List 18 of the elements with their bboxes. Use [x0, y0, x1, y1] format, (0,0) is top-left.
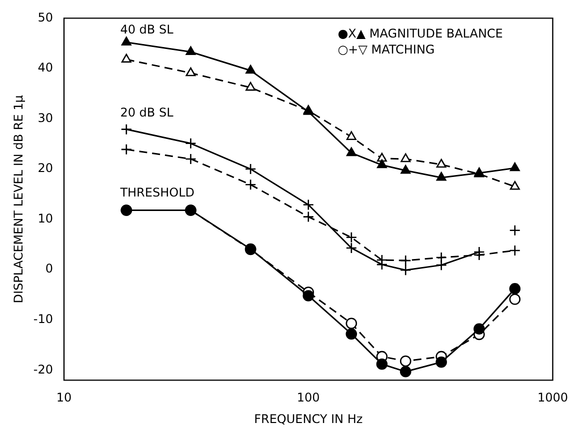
y-tick-label: 0: [45, 262, 53, 276]
annotation: 20 dB SL: [120, 105, 174, 120]
annotation: ○+▽ MATCHING: [338, 42, 435, 56]
y-axis-title: DISPLACEMENT LEVEL IN dB RE 1μ: [11, 94, 26, 304]
annotation: THRESHOLD: [119, 185, 194, 200]
y-tick-label: 30: [38, 110, 53, 125]
y-tick-label: 40: [38, 60, 53, 75]
y-tick-label: -10: [33, 312, 53, 326]
x-tick-label: 1000: [537, 390, 568, 405]
x-tick-label: 100: [296, 390, 320, 405]
annotation: 40 dB SL: [120, 22, 174, 36]
x-tick-label: 10: [56, 390, 72, 405]
y-tick-label: 20: [38, 161, 53, 176]
y-tick-label: -20: [33, 362, 53, 376]
y-tick-label: 50: [38, 10, 53, 24]
x-axis-title: FREQUENCY IN Hz: [254, 412, 363, 426]
annotation: ●X▲ MAGNITUDE BALANCE: [338, 26, 503, 40]
y-tick-label: 10: [38, 211, 53, 226]
